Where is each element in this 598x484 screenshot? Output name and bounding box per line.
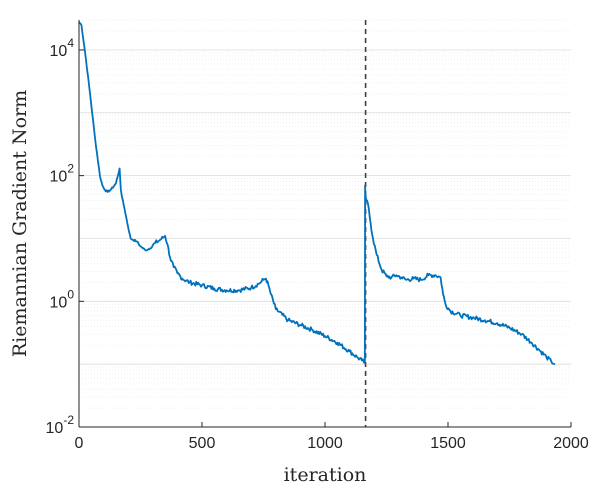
axes-layer bbox=[78, 20, 571, 428]
y-tick-label: 104 bbox=[50, 36, 75, 60]
x-axis-label: iteration bbox=[284, 464, 367, 484]
y-axis-label: Riemannian Gradient Norm bbox=[9, 90, 31, 357]
ticks-layer: 0 500 1000 1500 2000 10-2 100 102 104 bbox=[46, 36, 589, 452]
x-tick-label: 2000 bbox=[553, 435, 589, 452]
y-tick-label: 10-2 bbox=[46, 413, 75, 437]
x-tick-label: 1500 bbox=[430, 435, 466, 452]
y-tick-label: 100 bbox=[50, 287, 75, 311]
x-tick-label: 0 bbox=[75, 435, 84, 452]
series-line bbox=[78, 21, 556, 366]
y-tick-label: 102 bbox=[50, 162, 75, 186]
data-layer bbox=[78, 20, 556, 427]
grid-layer bbox=[79, 19, 571, 428]
x-tick-label: 500 bbox=[189, 435, 216, 452]
x-tick-label: 1000 bbox=[307, 435, 343, 452]
